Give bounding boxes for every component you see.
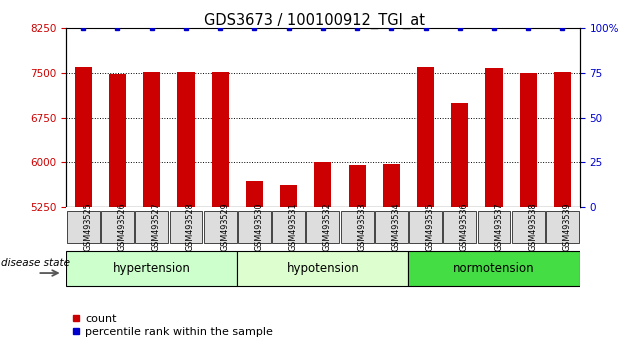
FancyBboxPatch shape: [169, 211, 202, 242]
Text: GSM493535: GSM493535: [425, 202, 435, 251]
FancyBboxPatch shape: [546, 211, 579, 242]
FancyBboxPatch shape: [306, 211, 340, 242]
Bar: [486, 68, 503, 207]
Text: GSM493538: GSM493538: [528, 202, 537, 251]
Text: GSM493532: GSM493532: [323, 202, 332, 251]
Text: normotension: normotension: [453, 262, 535, 275]
Legend: count, percentile rank within the sample: count, percentile rank within the sample: [72, 314, 273, 337]
Text: GSM493533: GSM493533: [357, 202, 366, 251]
FancyBboxPatch shape: [238, 251, 408, 286]
Text: hypotension: hypotension: [287, 262, 359, 275]
Text: GSM493527: GSM493527: [152, 202, 161, 251]
Text: GSM493536: GSM493536: [460, 202, 469, 251]
Text: GSM493537: GSM493537: [494, 202, 503, 251]
Text: GDS3673 / 100100912_TGI_at: GDS3673 / 100100912_TGI_at: [205, 12, 425, 29]
Bar: [348, 165, 365, 207]
FancyBboxPatch shape: [341, 211, 374, 242]
Text: GSM493534: GSM493534: [391, 202, 400, 251]
Bar: [109, 74, 126, 207]
Bar: [246, 182, 263, 207]
Text: GSM493531: GSM493531: [289, 202, 297, 251]
Bar: [143, 73, 160, 207]
Bar: [314, 162, 331, 207]
FancyBboxPatch shape: [272, 211, 305, 242]
Text: GSM493539: GSM493539: [563, 202, 571, 251]
FancyBboxPatch shape: [101, 211, 134, 242]
Bar: [75, 67, 92, 207]
FancyBboxPatch shape: [478, 211, 510, 242]
FancyBboxPatch shape: [375, 211, 408, 242]
FancyBboxPatch shape: [408, 251, 580, 286]
FancyBboxPatch shape: [135, 211, 168, 242]
Text: disease state: disease state: [1, 258, 71, 268]
Bar: [212, 73, 229, 207]
Text: GSM493529: GSM493529: [220, 202, 229, 251]
Text: GSM493526: GSM493526: [117, 202, 127, 251]
FancyBboxPatch shape: [203, 211, 237, 242]
Text: hypertension: hypertension: [113, 262, 191, 275]
Bar: [178, 73, 195, 207]
Bar: [417, 67, 434, 207]
Text: GSM493528: GSM493528: [186, 202, 195, 251]
FancyBboxPatch shape: [66, 251, 238, 286]
FancyBboxPatch shape: [444, 211, 476, 242]
Text: GSM493525: GSM493525: [83, 202, 92, 251]
Text: GSM493530: GSM493530: [255, 202, 263, 251]
Bar: [383, 164, 400, 207]
Bar: [520, 73, 537, 207]
FancyBboxPatch shape: [409, 211, 442, 242]
FancyBboxPatch shape: [67, 211, 100, 242]
FancyBboxPatch shape: [238, 211, 271, 242]
FancyBboxPatch shape: [512, 211, 545, 242]
Bar: [280, 185, 297, 207]
Bar: [554, 73, 571, 207]
Bar: [451, 103, 468, 207]
